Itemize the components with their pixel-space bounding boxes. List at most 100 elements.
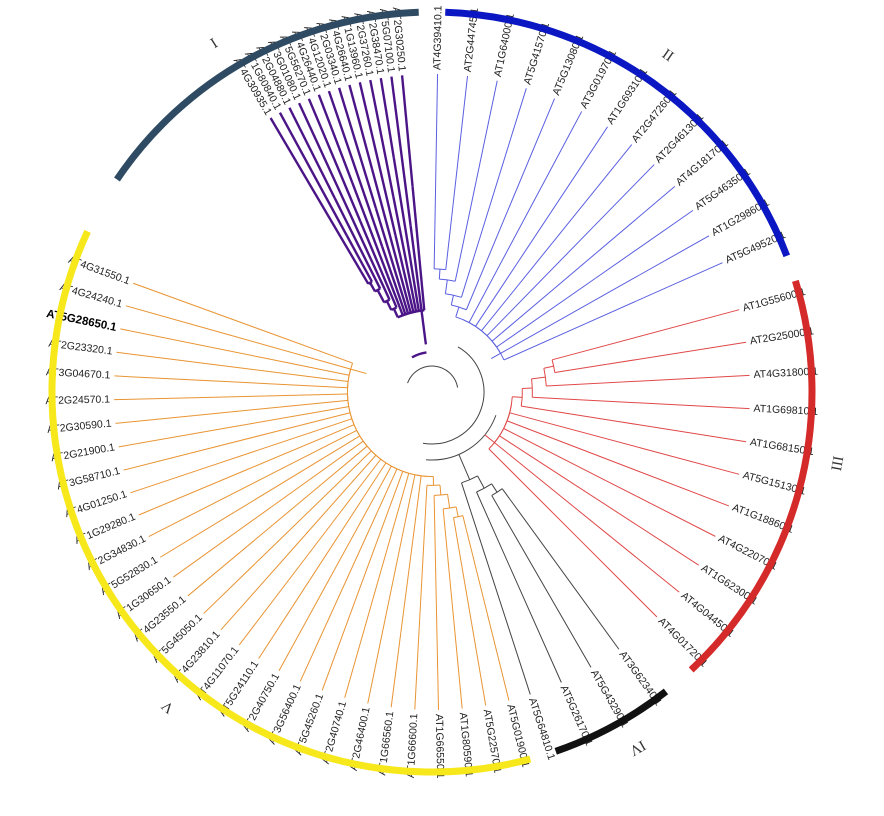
branch-at5g26170-1: [523, 597, 562, 683]
branch-at4g01250-1: [130, 465, 210, 494]
inner-branch: [503, 323, 586, 361]
branch-at5g52830-1: [160, 511, 235, 558]
inner-branch: [195, 399, 348, 416]
leaf-label: AT5G64810.1: [526, 696, 557, 761]
inner-branch: [532, 396, 580, 401]
group-label-v: V: [159, 697, 178, 716]
group-ring-i: [114, 8, 419, 182]
branch-at2g34830-1: [148, 464, 289, 537]
inner-branch: [249, 424, 355, 469]
inner-branch: [551, 355, 566, 361]
inner-branch: [461, 482, 482, 544]
inner-branch: [499, 435, 630, 521]
branch-at2g46400-1: [367, 536, 403, 704]
leaf-label: AT3G04670.1: [46, 366, 111, 381]
inner-branch: [360, 271, 370, 285]
branch-at5g49520-1: [584, 262, 723, 325]
inner-branch: [345, 234, 374, 283]
inner-branch: [380, 473, 410, 570]
node-arc: [551, 359, 556, 373]
inner-branch: [310, 445, 368, 494]
group-label-ii: II: [659, 46, 676, 65]
branch-at1g29860-1: [639, 235, 710, 276]
inner-branch: [374, 207, 410, 314]
branch-at2g30590-1: [115, 414, 196, 424]
inner-branch: [475, 264, 517, 327]
inner-branch: [304, 454, 377, 536]
branch-at5g64810-1: [480, 542, 531, 695]
inner-branch: [209, 418, 352, 467]
leaf-label: AT2G24570.1: [45, 394, 110, 408]
node-arc: [439, 278, 456, 282]
clade-stem: [350, 368, 367, 375]
branch-at4g04450-1: [560, 495, 680, 593]
node-arc: [374, 287, 381, 293]
branch-at2g37260-1: [369, 79, 395, 197]
branch-at3g58710-1: [123, 431, 274, 471]
clade-v: AT5G01900.1AT5G22570.1AT1G80590.1AT1G665…: [45, 229, 532, 779]
branch-at3g01080-1: [297, 102, 372, 260]
node-arc: [451, 304, 467, 311]
branch-at2g47260-1: [552, 144, 633, 244]
leaf-label: AT1G66550.1: [433, 714, 446, 779]
inner-branch: [494, 442, 561, 497]
clade-stem: [490, 352, 501, 360]
inner-branch: [439, 485, 442, 496]
branch-at4g26440-1: [317, 94, 354, 184]
inner-branch: [381, 246, 407, 315]
inner-branch: [488, 448, 578, 538]
branch-at3g04670-1: [114, 375, 229, 383]
branch-at1g69310-1: [515, 126, 608, 266]
branch-at1g30650-1: [173, 504, 275, 578]
inner-branch: [503, 428, 607, 482]
branch-at2g25000-1: [607, 341, 747, 365]
inner-branch: [368, 468, 398, 530]
node-arc: [434, 493, 448, 496]
branch-at2g03340-1: [337, 87, 378, 209]
branch-at5g22570-1: [461, 567, 487, 706]
branch-at1g68150-1: [616, 420, 747, 443]
inner-branch: [491, 483, 498, 493]
branch-at4g11070-1: [238, 514, 339, 646]
branch-at5g45050-1: [203, 550, 269, 614]
tree-core: [407, 346, 497, 461]
inner-branch: [501, 488, 511, 501]
group-ring-iii: [688, 279, 816, 673]
branch-at5g41570-1: [474, 88, 527, 254]
inner-branch: [288, 429, 357, 466]
root-arc: [411, 351, 427, 359]
inner-branch: [338, 458, 382, 516]
inner-branch: [233, 406, 349, 428]
inner-branch: [531, 376, 546, 380]
inner-branch: [192, 361, 349, 382]
node-arc: [418, 309, 425, 313]
inner-branch: [460, 253, 476, 298]
branch-at5g13080-1: [502, 98, 556, 223]
inner-branch: [496, 277, 596, 348]
group-ring-ii: [445, 8, 791, 258]
inner-branch: [554, 363, 608, 374]
inner-branch: [359, 220, 398, 309]
inner-branch: [491, 495, 523, 548]
inner-branch: [468, 194, 538, 323]
branch-at5g43290-1: [521, 547, 592, 668]
branch-at4g31800-1: [649, 374, 750, 382]
branch-at1g66600-1: [414, 573, 423, 710]
clade-stem: [420, 310, 428, 345]
inner-branch: [369, 282, 377, 293]
inner-branch: [232, 335, 351, 370]
leaf-label: AT1G69810.1: [753, 403, 818, 418]
inner-branch: [521, 405, 617, 422]
inner-branch: [433, 495, 436, 537]
branch-at1g66550-1: [434, 536, 440, 710]
node-arc: [443, 506, 457, 510]
inner-branch: [444, 279, 448, 294]
inner-branch: [500, 274, 641, 354]
inner-branch: [543, 365, 554, 369]
branch-at4g26640-1: [348, 84, 374, 170]
branch-at2g46130-1: [593, 164, 655, 228]
inner-branch: [447, 494, 451, 509]
inner-branch: [462, 515, 467, 530]
inner-branch: [442, 508, 453, 607]
clade-stem: [458, 454, 471, 480]
